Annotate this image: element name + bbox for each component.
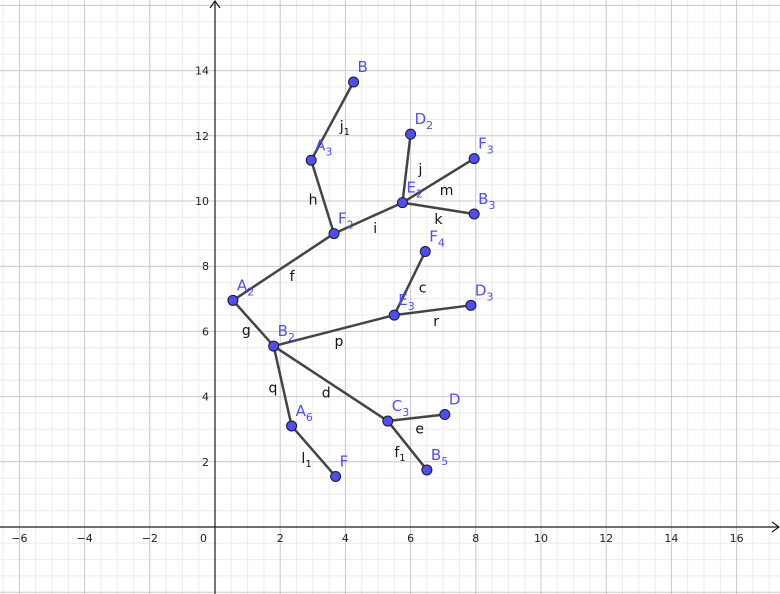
x-tick-label: 6 <box>407 532 414 545</box>
point-label: B3 <box>478 190 495 212</box>
point-label: D2 <box>415 110 434 132</box>
y-tick-label: 2 <box>202 456 209 469</box>
points[interactable] <box>227 76 480 482</box>
tick-labels: −6 −4 −2 2 4 6 8 10 12 14 16 2 4 6 8 10 12 14 0 <box>11 65 743 545</box>
point-A3[interactable] <box>305 154 317 166</box>
segment-label: j <box>417 162 422 178</box>
point-F[interactable] <box>330 470 342 482</box>
point-E3[interactable] <box>388 309 400 321</box>
segment-c[interactable] <box>393 250 427 317</box>
x-tick-label: 12 <box>599 532 613 545</box>
segment-label: m <box>440 183 454 199</box>
point-label: E2 <box>406 179 422 201</box>
segment-label: f1 <box>394 445 405 464</box>
segment-h[interactable] <box>309 159 336 235</box>
point-label: F <box>340 452 349 470</box>
point-label: F4 <box>429 228 445 250</box>
segment-f[interactable] <box>231 232 336 302</box>
segment-label: h <box>309 192 318 208</box>
y-tick-label: 10 <box>195 195 209 208</box>
point-B5[interactable] <box>421 464 433 476</box>
segment-d[interactable] <box>272 344 390 423</box>
segment-label: c <box>419 281 427 297</box>
segment-j1[interactable] <box>309 80 355 162</box>
segment-label: f <box>290 269 296 285</box>
segment-j[interactable] <box>401 132 412 204</box>
point-A6[interactable] <box>286 420 298 432</box>
y-tick-label: 6 <box>202 325 209 338</box>
segments <box>231 80 476 478</box>
x-tick-label: 4 <box>342 532 349 545</box>
segment-label: i <box>373 221 377 237</box>
segment-label: d <box>322 386 331 402</box>
point-B[interactable] <box>348 76 360 88</box>
segment-label: j1 <box>339 119 350 138</box>
point-labels: B A3 D2 F3 E2 B3 F2 F4 A2 E3 D3 B2 C3 D A6 B5 F <box>237 58 496 470</box>
y-axis-arrow-icon <box>209 0 221 9</box>
point-label: C3 <box>392 397 409 419</box>
x-tick-label: 8 <box>472 532 479 545</box>
x-axis-arrow-icon <box>771 521 780 533</box>
point-label: A6 <box>296 402 313 424</box>
point-label: D <box>449 391 461 409</box>
point-A2[interactable] <box>227 294 239 306</box>
segment-k[interactable] <box>401 201 476 216</box>
point-B3[interactable] <box>468 208 480 220</box>
y-tick-label: 4 <box>202 391 209 404</box>
point-label: A2 <box>237 276 254 298</box>
x-tick-label: 2 <box>277 532 284 545</box>
point-label: D3 <box>475 281 494 303</box>
segment-g[interactable] <box>231 299 275 348</box>
segment-label: l1 <box>301 451 311 470</box>
x-tick-label: 14 <box>664 532 678 545</box>
segment-l1[interactable] <box>290 424 337 478</box>
x-tick-label: 10 <box>534 532 548 545</box>
y-tick-label: 12 <box>195 130 209 143</box>
point-C3[interactable] <box>382 415 394 427</box>
point-D3[interactable] <box>465 299 477 311</box>
x-tick-label: 16 <box>730 532 744 545</box>
x-tick-label: −2 <box>142 532 158 545</box>
x-tick-label: −4 <box>76 532 92 545</box>
segment-labels: j1 h j mk i f c r p g d e q f1 l1 <box>242 119 453 470</box>
point-label: B <box>358 58 368 76</box>
segment-r[interactable] <box>393 304 473 317</box>
point-D[interactable] <box>439 409 451 421</box>
point-label: B2 <box>278 322 295 344</box>
point-label: E3 <box>398 291 414 313</box>
point-F2[interactable] <box>328 228 340 240</box>
point-E2[interactable] <box>396 197 408 209</box>
point-D2[interactable] <box>405 128 417 140</box>
origin-label: 0 <box>200 532 207 545</box>
point-label: F3 <box>478 135 494 157</box>
point-F4[interactable] <box>419 246 431 258</box>
segment-m[interactable] <box>401 157 476 204</box>
point-B2[interactable] <box>268 340 280 352</box>
segment-i[interactable] <box>332 201 404 235</box>
segment-e[interactable] <box>386 413 447 423</box>
segment-label: q <box>268 381 277 397</box>
x-tick-label: −6 <box>11 532 27 545</box>
segment-label: g <box>242 323 251 339</box>
segment-p[interactable] <box>272 313 396 348</box>
point-label: F2 <box>338 210 354 232</box>
y-tick-label: 14 <box>195 65 209 78</box>
segment-label: e <box>415 422 424 438</box>
segment-q[interactable] <box>272 344 293 428</box>
point-F3[interactable] <box>468 153 480 165</box>
segment-label: p <box>335 334 344 350</box>
point-label: B5 <box>431 446 448 468</box>
point-label: A3 <box>315 136 332 158</box>
y-tick-label: 8 <box>202 260 209 273</box>
segment-label: k <box>434 212 443 228</box>
segment-f1[interactable] <box>386 419 429 472</box>
segment-label: r <box>433 314 439 330</box>
